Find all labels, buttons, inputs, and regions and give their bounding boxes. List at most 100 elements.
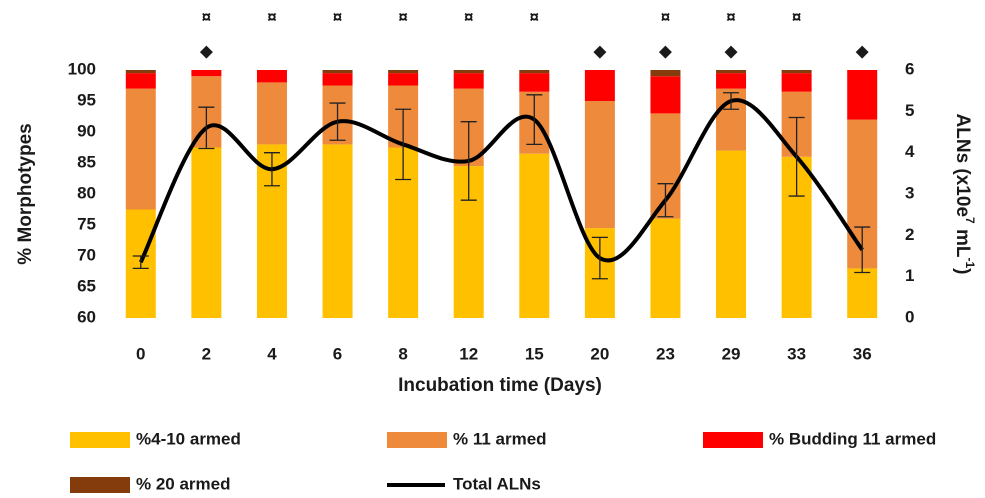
bar-segment [125, 88, 156, 210]
y2-tick-label: 5 [905, 101, 914, 120]
bar-segment [322, 144, 353, 318]
y2-axis-label-part: mL [952, 224, 973, 258]
bar-segment [191, 147, 222, 318]
legend-swatch [70, 432, 130, 448]
bar-segment [650, 70, 681, 77]
y2-axis-label-part: ALNs (x10e [952, 114, 973, 218]
annotation: ¤ [398, 7, 407, 26]
y-tick-label: 60 [77, 307, 96, 326]
annotation: ◆ [659, 41, 673, 60]
bar-segment [388, 70, 419, 74]
y-axis-label: % Morphotypes [15, 123, 36, 264]
x-tick-label: 4 [267, 344, 277, 363]
bar-segment [847, 70, 878, 120]
x-tick-label: 0 [136, 344, 145, 363]
bar-segment [125, 73, 156, 89]
bar-segment [650, 218, 681, 318]
error-bar [460, 121, 477, 201]
bar-segment [716, 70, 747, 74]
bar-segment [519, 70, 550, 74]
annotation: ◆ [200, 41, 214, 60]
bar-segment [650, 76, 681, 114]
legend-swatch [703, 432, 763, 448]
y2-tick-label: 0 [905, 307, 914, 326]
y-tick-label: 100 [68, 59, 96, 78]
bar-segment [191, 70, 222, 77]
error-bar [657, 183, 674, 218]
bar-segment [781, 73, 812, 92]
bar-segment [453, 73, 484, 89]
error-bar [132, 255, 149, 270]
annotation: ◆ [725, 41, 739, 60]
error-bar [788, 116, 805, 197]
x-tick-label: 33 [787, 344, 806, 363]
legend-swatch [387, 432, 447, 448]
y-tick-label: 75 [77, 214, 96, 233]
bar-segment [584, 101, 615, 229]
y2-tick-label: 2 [905, 225, 914, 244]
bar-segment [584, 70, 615, 101]
x-axis-label: Incubation time (Days) [398, 375, 602, 396]
bar-segment [388, 73, 419, 86]
y2-tick-label: 3 [905, 183, 914, 202]
annotation: ¤ [726, 7, 735, 26]
bar-segment [256, 70, 287, 83]
x-tick-label: 6 [333, 344, 342, 363]
annotation: ◆ [856, 41, 870, 60]
y2-axis-label-part: -1 [963, 257, 977, 268]
x-tick-label: 2 [202, 344, 211, 363]
bar-segment [125, 70, 156, 74]
legend-swatch [70, 477, 130, 493]
x-tick-label: 23 [656, 344, 675, 363]
error-bar [198, 106, 215, 150]
x-tick-label: 20 [590, 344, 609, 363]
y-tick-label: 90 [77, 121, 96, 140]
annotation: ¤ [792, 7, 801, 26]
y2-tick-label: 4 [905, 142, 915, 161]
line [138, 98, 864, 264]
x-tick-label: 12 [459, 344, 478, 363]
legend-label: % Budding 11 armed [769, 429, 936, 448]
error-bar [329, 102, 346, 141]
annotation: ¤ [530, 7, 539, 26]
error-bar [526, 94, 543, 146]
bar-segment [322, 73, 353, 86]
legend-label: Total ALNs [453, 474, 541, 493]
bar-segment [519, 73, 550, 92]
error-bar [591, 236, 608, 280]
annotation: ¤ [661, 7, 670, 26]
bar-segment [781, 70, 812, 74]
y2-axis-label-part: 7 [963, 217, 977, 224]
bar-segment [453, 70, 484, 74]
y-tick-label: 80 [77, 183, 96, 202]
y2-axis-label-part: ) [952, 268, 973, 274]
legend-label: % 20 armed [136, 474, 231, 493]
annotation: ¤ [333, 7, 342, 26]
bar-segment [256, 82, 287, 145]
legend-label: % 11 armed [453, 429, 547, 448]
bar-segment [519, 153, 550, 318]
bar-segment [322, 70, 353, 74]
y2-axis-label: ALNs (x10e7 mL-1) [952, 114, 977, 275]
x-tick-label: 8 [398, 344, 407, 363]
y-tick-label: 95 [77, 90, 96, 109]
annotation: ¤ [202, 7, 211, 26]
x-tick-label: 29 [722, 344, 741, 363]
legend-label: %4-10 armed [136, 429, 241, 448]
annotation: ◆ [593, 41, 607, 60]
x-tick-label: 15 [525, 344, 544, 363]
y-tick-label: 65 [77, 276, 96, 295]
error-bar [395, 108, 412, 181]
bar-segment [716, 150, 747, 318]
error-bar [263, 152, 280, 187]
annotation: ¤ [267, 7, 276, 26]
bar-segment [716, 73, 747, 89]
error-bar [723, 92, 740, 110]
y-tick-label: 70 [77, 245, 96, 264]
annotation: ¤ [464, 7, 473, 26]
bar-segment [847, 268, 878, 318]
y-tick-label: 85 [77, 152, 96, 171]
error-bar [854, 226, 871, 274]
y2-tick-label: 6 [905, 59, 914, 78]
